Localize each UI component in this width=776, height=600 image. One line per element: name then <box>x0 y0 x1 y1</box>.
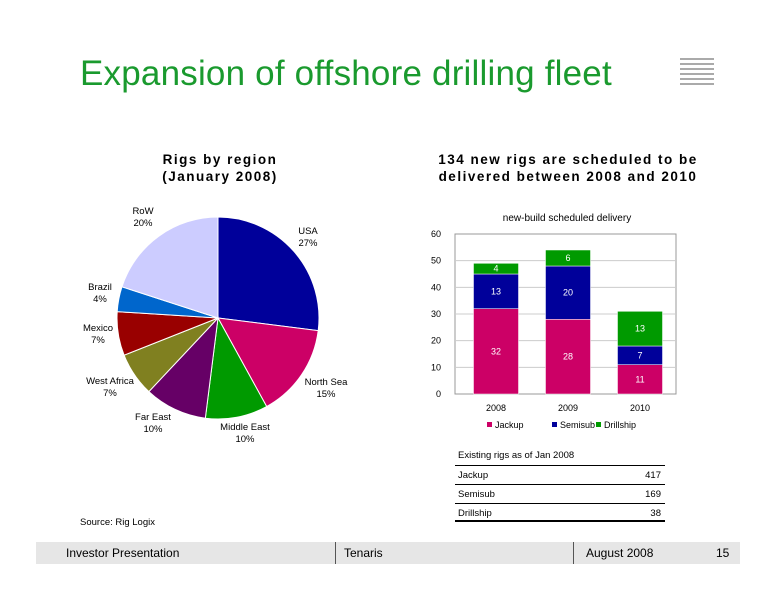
pie-percent-label: 10% <box>235 434 255 445</box>
bar-heading-line2: delivered between 2008 and 2010 <box>438 169 698 184</box>
table-cell-label: Jackup <box>458 470 489 481</box>
footer-divider <box>573 542 574 564</box>
pie-label: Far East <box>135 412 171 423</box>
bar-segment-jackup <box>473 308 519 395</box>
legend-swatch <box>596 422 601 427</box>
bar-segment-drillship <box>545 249 591 267</box>
footer-divider <box>335 542 336 564</box>
pie-heading-line2: (January 2008) <box>162 169 278 184</box>
pie-label: Mexico <box>83 323 113 334</box>
y-tick-label: 10 <box>431 362 441 372</box>
legend-label: Jackup <box>495 420 524 430</box>
pie-percent-label: 20% <box>133 218 153 229</box>
x-tick-label: 2008 <box>486 403 506 413</box>
bar-segment-jackup <box>617 364 663 395</box>
bar-data-label: 13 <box>491 286 501 296</box>
page-title: Expansion of offshore drilling fleet <box>80 54 612 93</box>
pie-heading-line1: Rigs by region <box>162 152 278 167</box>
legend-label: Semisub <box>560 420 595 430</box>
bar-data-label: 11 <box>635 374 644 384</box>
table-row: Drillship 38 <box>455 503 665 522</box>
bar-data-label: 13 <box>635 324 645 334</box>
footer-company: Tenaris <box>344 546 383 560</box>
bar-data-label: 6 <box>565 253 570 263</box>
pie-percent-label: 27% <box>298 238 318 249</box>
bar-data-label: 32 <box>491 346 501 356</box>
legend-label: Drillship <box>604 420 636 430</box>
footer-date: August 2008 <box>586 546 654 560</box>
page-number: 15 <box>716 546 730 560</box>
bar-segment-jackup <box>545 319 591 395</box>
y-tick-label: 60 <box>431 229 441 239</box>
pie-percent-label: 7% <box>91 335 105 346</box>
table-row: Semisub 169 <box>455 484 665 503</box>
table-cell-value: 417 <box>645 470 661 481</box>
stacked-bar-chart: new-build scheduled delivery 0 10 20 30 40 50 6… <box>431 213 677 430</box>
bar-data-label: 20 <box>563 288 573 298</box>
pie-slice-north-sea <box>217 317 319 408</box>
bar-chart-title: new-build scheduled delivery <box>503 213 631 224</box>
footer-presentation: Investor Presentation <box>66 546 180 560</box>
pie-label: North Sea <box>305 377 348 388</box>
y-tick-label: 0 <box>436 389 441 399</box>
bar-data-label: 28 <box>563 352 573 362</box>
existing-rigs-header: Existing rigs as of Jan 2008 <box>458 450 575 461</box>
bar-data-label: 4 <box>493 264 498 274</box>
bar-heading-line1: 134 new rigs are scheduled to be <box>438 152 698 167</box>
pie-percent-label: 7% <box>103 388 117 399</box>
footer-bar: Investor Presentation Tenaris August 200… <box>36 542 740 564</box>
table-cell-value: 38 <box>650 508 661 519</box>
x-tick-label: 2010 <box>630 403 650 413</box>
table-cell-label: Drillship <box>458 508 492 519</box>
pie-percent-label: 10% <box>143 424 163 435</box>
legend-swatch <box>487 422 492 427</box>
bar-segment-drillship <box>617 311 663 347</box>
bar-segment-semisub <box>545 265 591 320</box>
y-tick-label: 20 <box>431 336 441 346</box>
bar-segment-drillship <box>473 263 519 275</box>
bar-data-label: 7 <box>637 350 642 360</box>
pie-label: USA <box>298 226 318 237</box>
pie-label: West Africa <box>86 376 135 387</box>
pie-slice-row <box>121 216 219 319</box>
table-cell-label: Semisub <box>458 489 495 500</box>
pie-slice-usa <box>217 216 320 332</box>
y-tick-label: 40 <box>431 282 441 292</box>
pie-label: Brazil <box>88 282 112 293</box>
bar-heading: 134 new rigs are scheduled to be deliver… <box>420 151 716 185</box>
existing-rigs-table: Existing rigs as of Jan 2008 Jackup 417 … <box>455 447 665 522</box>
table-row: Jackup 417 <box>455 465 665 484</box>
x-tick-label: 2009 <box>558 403 578 413</box>
source-note: Source: Rig Logix <box>80 517 155 528</box>
bar-segment-semisub <box>473 273 519 309</box>
pie-percent-label: 4% <box>93 294 107 305</box>
pie-label: RoW <box>132 206 153 217</box>
pie-label: Middle East <box>220 422 270 433</box>
table-cell-value: 169 <box>645 489 661 500</box>
y-tick-label: 50 <box>431 256 441 266</box>
pie-heading: Rigs by region (January 2008) <box>140 151 300 185</box>
tenaris-logo-icon <box>680 58 714 88</box>
y-tick-label: 30 <box>431 309 441 319</box>
legend-swatch <box>552 422 557 427</box>
pie-percent-label: 15% <box>316 389 336 400</box>
